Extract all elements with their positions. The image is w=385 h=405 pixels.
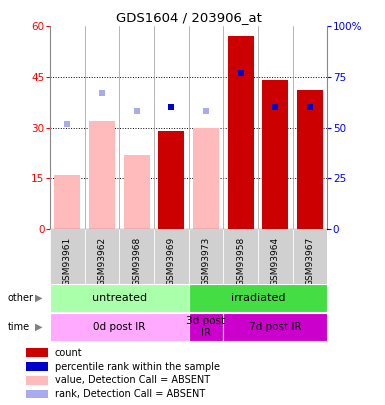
Bar (26, 376, 48, 385)
Bar (154, 229, 189, 284)
Bar (189, 284, 327, 312)
Text: count: count (55, 348, 82, 358)
Bar (50, 313, 189, 341)
Bar (50, 229, 85, 284)
Bar (26, 348, 48, 357)
Text: rank, Detection Call = ABSENT: rank, Detection Call = ABSENT (55, 389, 205, 399)
Text: GSM93968: GSM93968 (132, 237, 141, 286)
Text: GSM93962: GSM93962 (97, 237, 107, 286)
Bar (50, 284, 189, 312)
Text: irradiated: irradiated (231, 293, 285, 303)
Text: GSM93973: GSM93973 (201, 237, 211, 286)
Text: GSM93967: GSM93967 (305, 237, 315, 286)
Bar (85, 229, 119, 284)
Bar (258, 229, 293, 284)
Bar (293, 229, 327, 284)
Bar (158, 131, 184, 229)
Text: GSM93969: GSM93969 (167, 237, 176, 286)
Bar (26, 362, 48, 371)
Text: ▶: ▶ (35, 322, 42, 332)
Bar (189, 229, 223, 284)
Bar (193, 128, 219, 229)
Text: untreated: untreated (92, 293, 147, 303)
Bar (26, 390, 48, 399)
Title: GDS1604 / 203906_at: GDS1604 / 203906_at (116, 11, 261, 24)
Bar (89, 121, 115, 229)
Bar (189, 313, 223, 341)
Bar (228, 36, 254, 229)
Bar (54, 175, 80, 229)
Text: value, Detection Call = ABSENT: value, Detection Call = ABSENT (55, 375, 210, 385)
Text: GSM93958: GSM93958 (236, 237, 245, 286)
Text: 0d post IR: 0d post IR (93, 322, 146, 332)
Text: ▶: ▶ (35, 293, 42, 303)
Bar (262, 80, 288, 229)
Bar (119, 229, 154, 284)
Text: time: time (8, 322, 30, 332)
Text: percentile rank within the sample: percentile rank within the sample (55, 362, 220, 371)
Bar (223, 313, 327, 341)
Text: other: other (8, 293, 34, 303)
Bar (124, 155, 150, 229)
Text: 7d post IR: 7d post IR (249, 322, 301, 332)
Bar (297, 90, 323, 229)
Text: GSM93964: GSM93964 (271, 237, 280, 286)
Text: GSM93961: GSM93961 (63, 237, 72, 286)
Bar (223, 229, 258, 284)
Text: 3d post
IR: 3d post IR (186, 316, 226, 338)
